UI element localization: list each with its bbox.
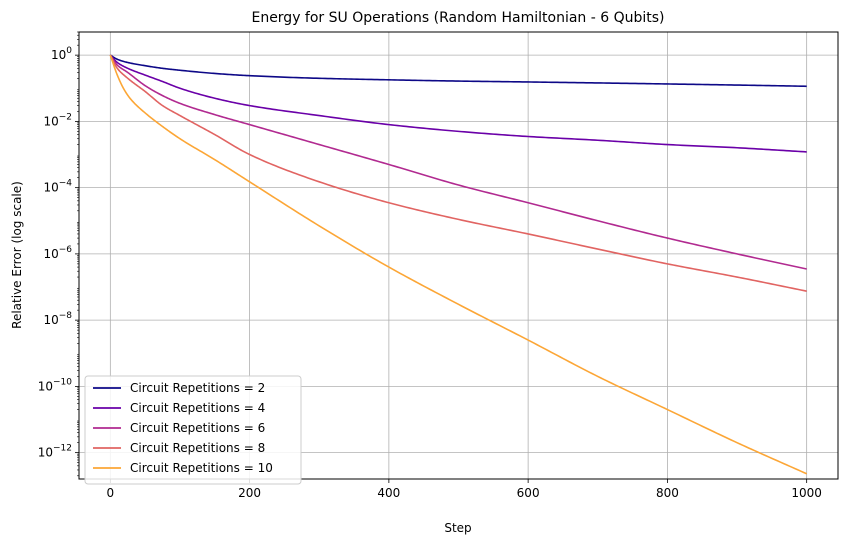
y-tick-label: 10−2 <box>43 112 72 128</box>
x-tick-label: 400 <box>377 486 400 500</box>
y-axis-label: Relative Error (log scale) <box>10 181 24 329</box>
x-tick-label: 1000 <box>791 486 822 500</box>
y-tick-exponent: −8 <box>59 311 73 321</box>
series-line-2 <box>109 54 807 153</box>
series-layer <box>109 54 807 475</box>
y-tick-base: 10 <box>38 379 53 393</box>
y-tick-base: 10 <box>43 313 58 327</box>
y-tick-label: 100 <box>51 46 72 62</box>
legend-label: Circuit Repetitions = 4 <box>130 401 265 415</box>
y-tick-base: 10 <box>43 114 58 128</box>
y-tick-exponent: −6 <box>59 245 73 255</box>
y-tick-label: 10−10 <box>38 377 73 393</box>
legend-label: Circuit Repetitions = 2 <box>130 381 265 395</box>
y-tick-base: 10 <box>51 48 66 62</box>
legend-label: Circuit Repetitions = 10 <box>130 461 273 475</box>
x-axis-label: Step <box>444 521 471 535</box>
y-tick-base: 10 <box>43 247 58 261</box>
series-line-5 <box>109 54 807 475</box>
legend-box <box>84 375 302 485</box>
legend: Circuit Repetitions = 2 Circuit Repetitio… <box>84 375 302 485</box>
legend-label: Circuit Repetitions = 8 <box>130 441 265 455</box>
y-tick-base: 10 <box>43 181 58 195</box>
chart-title: Energy for SU Operations (Random Hamilto… <box>251 10 664 26</box>
y-tick-exponent: 0 <box>66 46 72 56</box>
y-tick-exponent: −4 <box>59 179 73 189</box>
y-tick-base: 10 <box>38 446 53 460</box>
y-tick-exponent: −12 <box>53 444 72 454</box>
x-tick-label: 200 <box>238 486 261 500</box>
series-line-3 <box>109 54 807 270</box>
y-tick-label: 10−4 <box>43 179 72 195</box>
y-tick-exponent: −10 <box>53 377 72 387</box>
x-tick-label: 600 <box>517 486 540 500</box>
x-axis-ticks: 0 200 400 600 800 1000 <box>107 479 822 500</box>
y-tick-label: 10−6 <box>43 245 72 261</box>
legend-label: Circuit Repetitions = 6 <box>130 421 265 435</box>
x-tick-label: 0 <box>107 486 115 500</box>
series-line-1 <box>109 54 807 88</box>
y-tick-exponent: −2 <box>59 112 72 122</box>
y-tick-label: 10−12 <box>38 444 72 460</box>
series-line-4 <box>109 54 807 292</box>
x-tick-label: 800 <box>656 486 679 500</box>
y-tick-label: 10−8 <box>43 311 72 327</box>
